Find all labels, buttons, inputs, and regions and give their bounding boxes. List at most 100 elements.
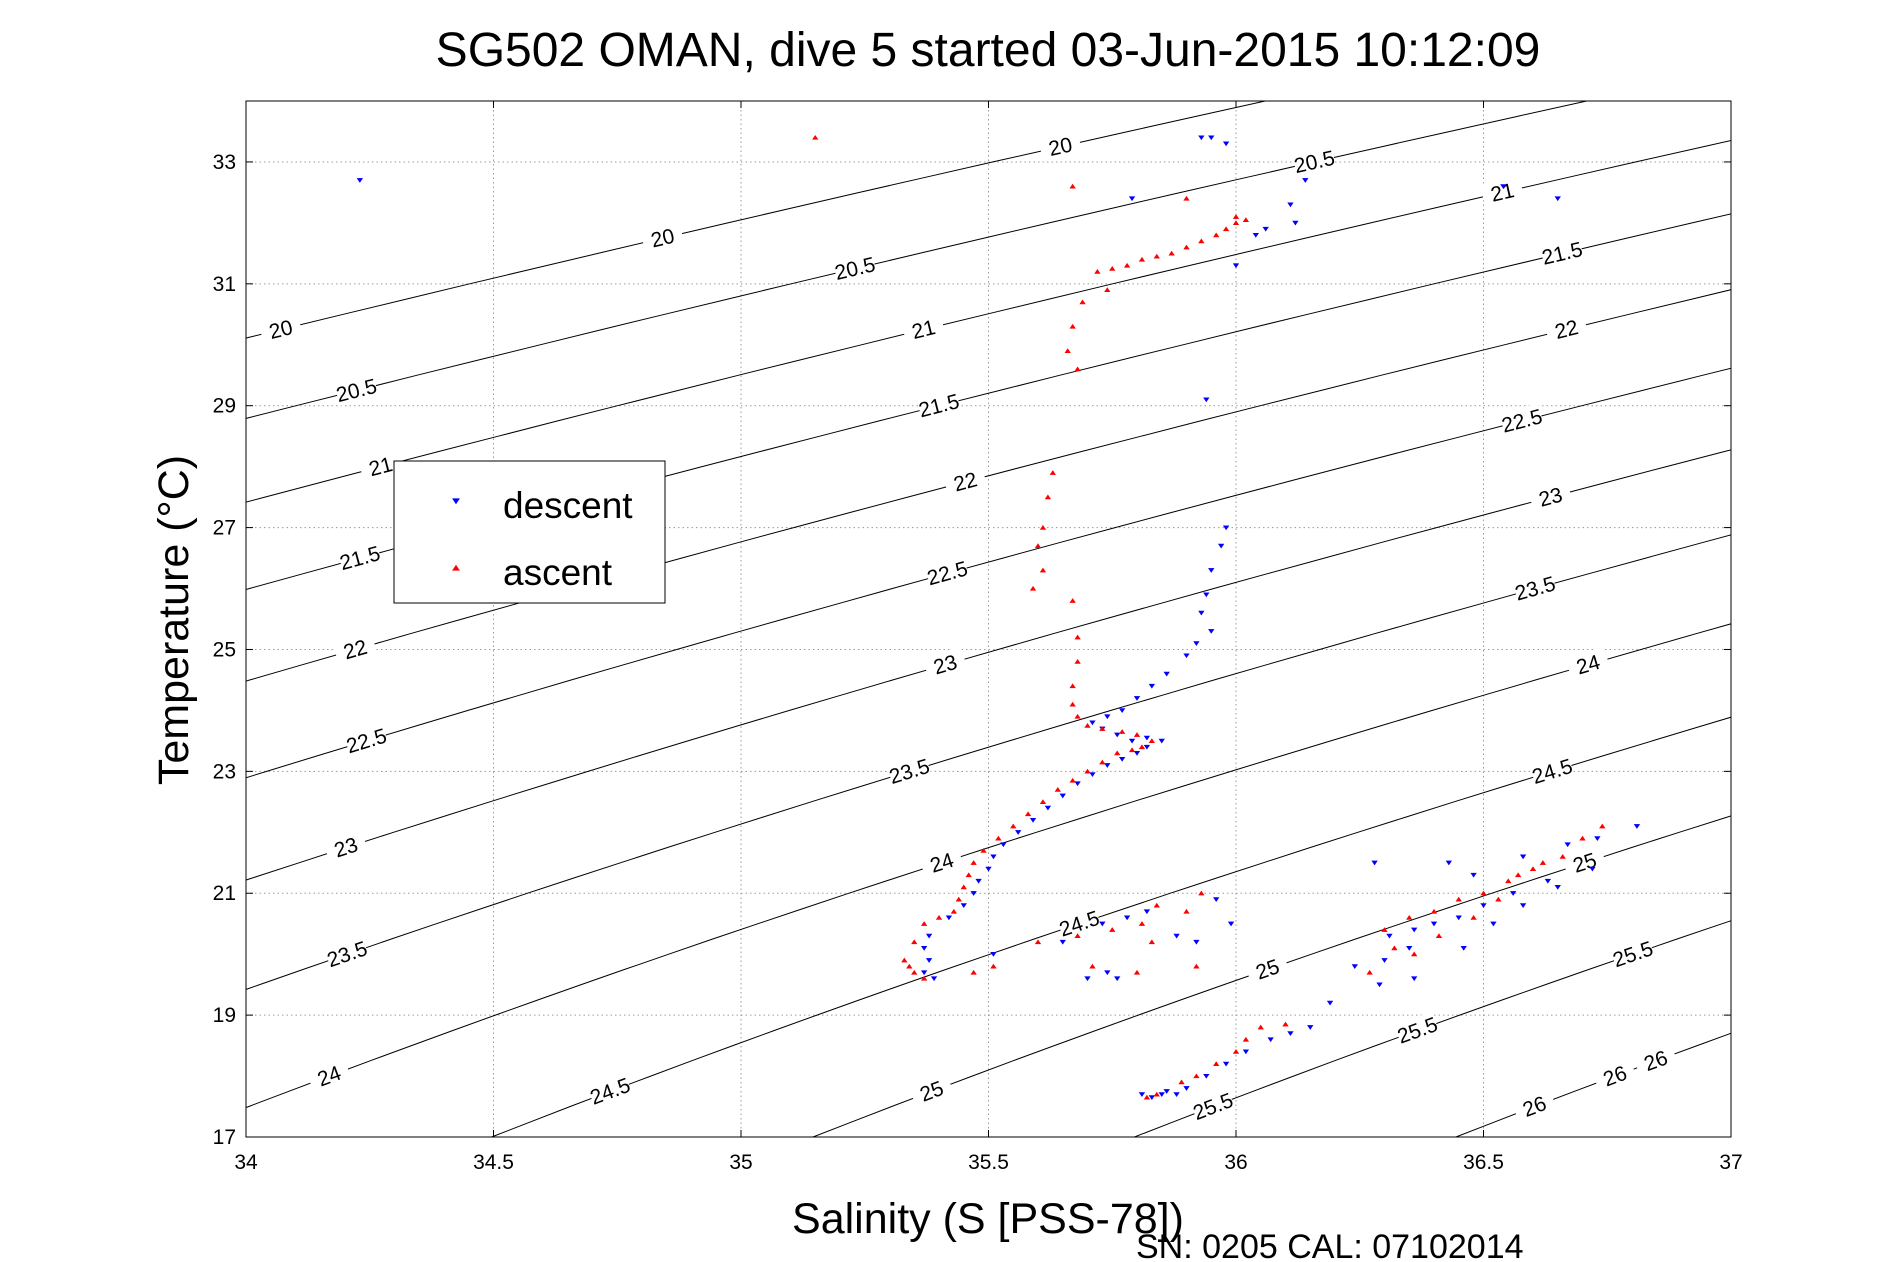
- ascent-point: [1455, 896, 1462, 902]
- descent-point: [1015, 830, 1022, 835]
- legend-ascent-triangle: [452, 564, 460, 571]
- density-contour-label-bg: [1189, 1087, 1236, 1124]
- descent-point: [1376, 982, 1383, 988]
- density-contour-label-bg: [1539, 236, 1585, 269]
- density-contour-label-bg: [337, 540, 383, 574]
- legend-ascent-marker: [452, 564, 460, 571]
- density-contour-label-bg: [1511, 1087, 1558, 1124]
- ascent-point: [1109, 265, 1116, 271]
- descent-point: [945, 915, 953, 921]
- descent-point: [1386, 933, 1393, 939]
- density-contour-label-bg: [1244, 950, 1291, 987]
- ascent-point: [1153, 253, 1160, 259]
- density-contour-label-bg: [324, 935, 370, 972]
- legend-descent-label: descent: [503, 485, 633, 526]
- descent-point: [1114, 732, 1121, 738]
- x-tick-label: 35.5: [968, 1151, 1009, 1174]
- x-tick-label: 36.5: [1463, 1151, 1504, 1174]
- density-contour-label-group: 20: [640, 220, 685, 254]
- descent-point: [1500, 184, 1507, 189]
- ascent-point: [1138, 256, 1146, 262]
- descent-point: [1406, 945, 1413, 951]
- ascent-point: [1406, 914, 1413, 920]
- density-contour-label-bg: [1512, 570, 1558, 605]
- ascent-point: [1064, 348, 1071, 353]
- descent-point: [1302, 178, 1309, 183]
- descent-point: [1118, 708, 1126, 714]
- legend-descent-triangle: [452, 498, 460, 505]
- ascent-point: [911, 939, 918, 945]
- descent-point: [925, 958, 933, 963]
- density-contour-label: 21: [1489, 179, 1517, 207]
- ascent-point: [1074, 713, 1081, 719]
- ascent-point: [1480, 890, 1487, 896]
- ascent-point: [1099, 726, 1106, 731]
- ascent-point: [1391, 945, 1398, 951]
- descent-point: [1104, 714, 1111, 720]
- descent-point: [1519, 903, 1527, 909]
- ascent-point: [1084, 723, 1091, 728]
- descent-point: [1510, 891, 1517, 896]
- descent-point: [1059, 939, 1066, 945]
- descent-point: [1173, 1092, 1180, 1097]
- ascent-point: [1168, 250, 1175, 256]
- descent-point: [356, 178, 364, 183]
- ascent-point: [1133, 969, 1141, 975]
- descent-point: [1104, 763, 1111, 768]
- descent-point: [1128, 196, 1136, 202]
- density-contour-label-group: 23.5: [1512, 570, 1558, 606]
- descent-point: [1371, 860, 1378, 866]
- density-contour-line: [246, 213, 1731, 591]
- descent-point: [1490, 921, 1497, 927]
- descent-point: [1183, 1086, 1190, 1091]
- descent-point: [1163, 1089, 1170, 1094]
- ascent-point: [1232, 1049, 1240, 1054]
- y-tick-label: 27: [213, 517, 236, 540]
- ascent-point: [1034, 543, 1042, 548]
- descent-point: [1203, 1073, 1210, 1079]
- ascent-point: [1109, 927, 1116, 932]
- ascent-point: [1213, 232, 1220, 238]
- descent-point: [1411, 976, 1418, 982]
- density-contour-label-group: 21: [358, 448, 403, 483]
- descent-point: [1074, 781, 1081, 787]
- ascent-point: [1069, 777, 1076, 783]
- density-contour-label-bg: [886, 753, 932, 788]
- descent-point: [1267, 1037, 1274, 1043]
- x-tick-label: 37: [1719, 1151, 1742, 1174]
- descent-point: [1183, 653, 1190, 659]
- descent-point: [1029, 817, 1037, 823]
- density-contour-label-group: 24.5: [1056, 904, 1103, 942]
- y-tick-label: 25: [213, 638, 236, 661]
- data-points: [356, 134, 1641, 1101]
- y-tick-label: 29: [213, 395, 236, 418]
- descent-point: [1222, 525, 1230, 531]
- ascent-point: [1074, 933, 1081, 939]
- density-contour-label-group: 22.5: [343, 722, 390, 758]
- ascent-point: [1222, 226, 1230, 232]
- density-contour-line: [246, 139, 1731, 503]
- descent-point: [1470, 872, 1477, 878]
- descent-point: [1554, 196, 1561, 202]
- density-contour-line: [811, 815, 1731, 1137]
- descent-point: [1099, 921, 1106, 927]
- ascent-point: [812, 134, 819, 140]
- descent-point: [1208, 568, 1215, 573]
- density-contour-label-group: 23: [1527, 479, 1573, 513]
- descent-point: [1044, 805, 1052, 811]
- ascent-point: [1153, 902, 1160, 908]
- density-contour-label-group: 22: [942, 464, 988, 498]
- descent-point: [1227, 921, 1235, 927]
- y-tick-label: 21: [213, 882, 236, 905]
- density-contour-label-bg: [922, 646, 968, 681]
- descent-point: [1307, 1025, 1314, 1030]
- density-contours: [246, 101, 1731, 1137]
- ascent-point: [1074, 366, 1081, 372]
- density-contour-label-bg: [1499, 403, 1545, 437]
- density-contour-label-bg: [332, 631, 378, 666]
- density-contour-label-bg: [1056, 904, 1102, 941]
- ascent-point: [1430, 908, 1438, 914]
- ascent-point: [1198, 238, 1205, 244]
- ascent-point: [1282, 1021, 1289, 1027]
